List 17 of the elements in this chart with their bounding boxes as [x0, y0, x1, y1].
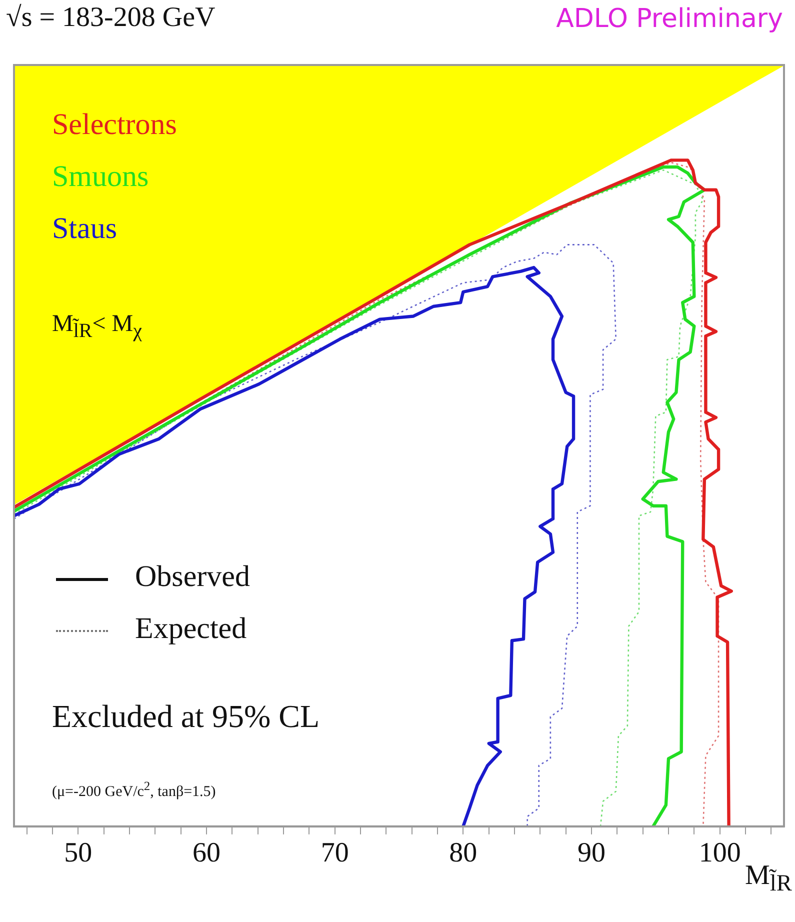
annotation: Expected — [135, 612, 247, 645]
x-tick-label: 100 — [698, 838, 741, 869]
x-tick-label: 60 — [192, 838, 220, 869]
x-tick-label: 50 — [64, 838, 92, 869]
annotation: Excluded at 95% CL — [52, 698, 320, 734]
x-axis-title: M$_{l̃R}$ — [745, 860, 792, 897]
chart-subtitle: ADLO Preliminary — [556, 4, 783, 34]
annotation: (μ=-200 GeV/c$^{2}$, tanβ=1.5) — [52, 779, 216, 800]
chart-title: √s = 183-208 GeV — [6, 2, 216, 33]
annotation: M$_{l̃R}$< M$_{χ}$ — [52, 311, 142, 342]
text: Smuons — [52, 160, 149, 193]
text: Staus — [52, 212, 118, 245]
x-tick-label: 90 — [578, 838, 606, 869]
x-tick-label: 80 — [449, 838, 478, 869]
x-tick-label: 70 — [320, 838, 349, 869]
annotation: Observed — [135, 560, 250, 593]
text: Selectrons — [52, 108, 177, 141]
